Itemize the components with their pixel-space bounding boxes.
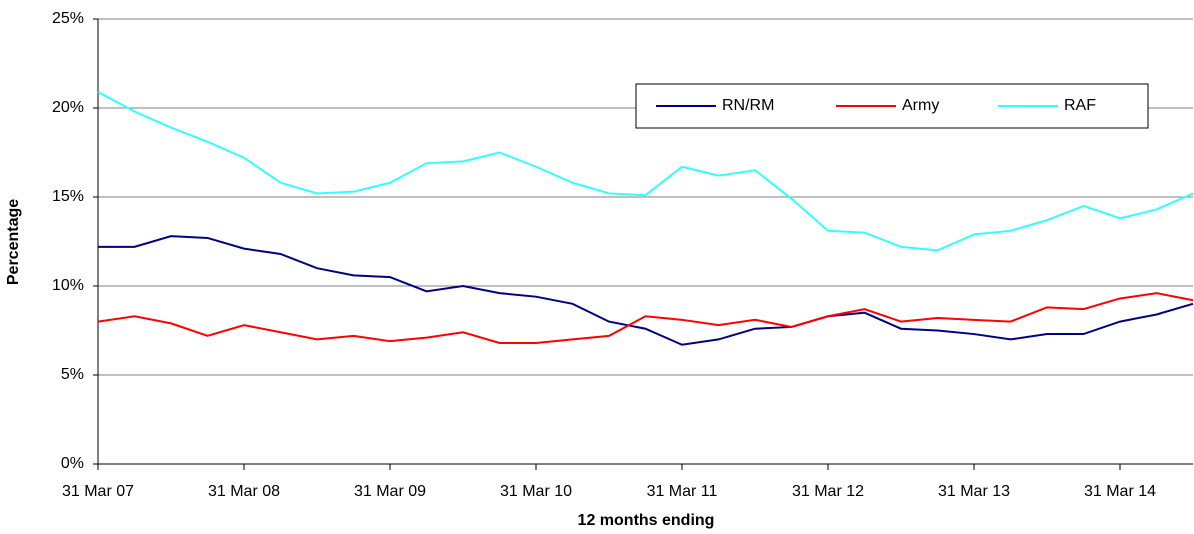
x-tick-label: 31 Mar 08 bbox=[208, 483, 280, 500]
series-line bbox=[97, 91, 1194, 252]
y-tick-label: 25% bbox=[52, 10, 84, 27]
x-axis-title: 12 months ending bbox=[578, 512, 715, 529]
x-tick-label: 31 Mar 10 bbox=[500, 483, 572, 500]
legend-label: RN/RM bbox=[722, 97, 774, 114]
x-tick-label: 31 Mar 11 bbox=[647, 483, 718, 500]
y-tick-label: 0% bbox=[61, 455, 84, 472]
x-tick-label: 31 Mar 07 bbox=[62, 483, 134, 500]
y-tick-label: 5% bbox=[61, 366, 84, 383]
x-tick-label: 31 Mar 14 bbox=[1084, 483, 1156, 500]
legend-label: Army bbox=[902, 97, 939, 114]
y-axis-title: Percentage bbox=[5, 199, 22, 285]
series-line bbox=[97, 292, 1194, 344]
legend-label: RAF bbox=[1064, 97, 1096, 114]
x-tick-label: 31 Mar 09 bbox=[354, 483, 426, 500]
y-tick-label: 10% bbox=[52, 277, 84, 294]
y-tick-label: 20% bbox=[52, 99, 84, 116]
x-tick-label: 31 Mar 12 bbox=[792, 483, 864, 500]
series-line bbox=[98, 235, 1194, 346]
y-tick-label: 15% bbox=[52, 188, 84, 205]
x-tick-label: 31 Mar 13 bbox=[938, 483, 1010, 500]
